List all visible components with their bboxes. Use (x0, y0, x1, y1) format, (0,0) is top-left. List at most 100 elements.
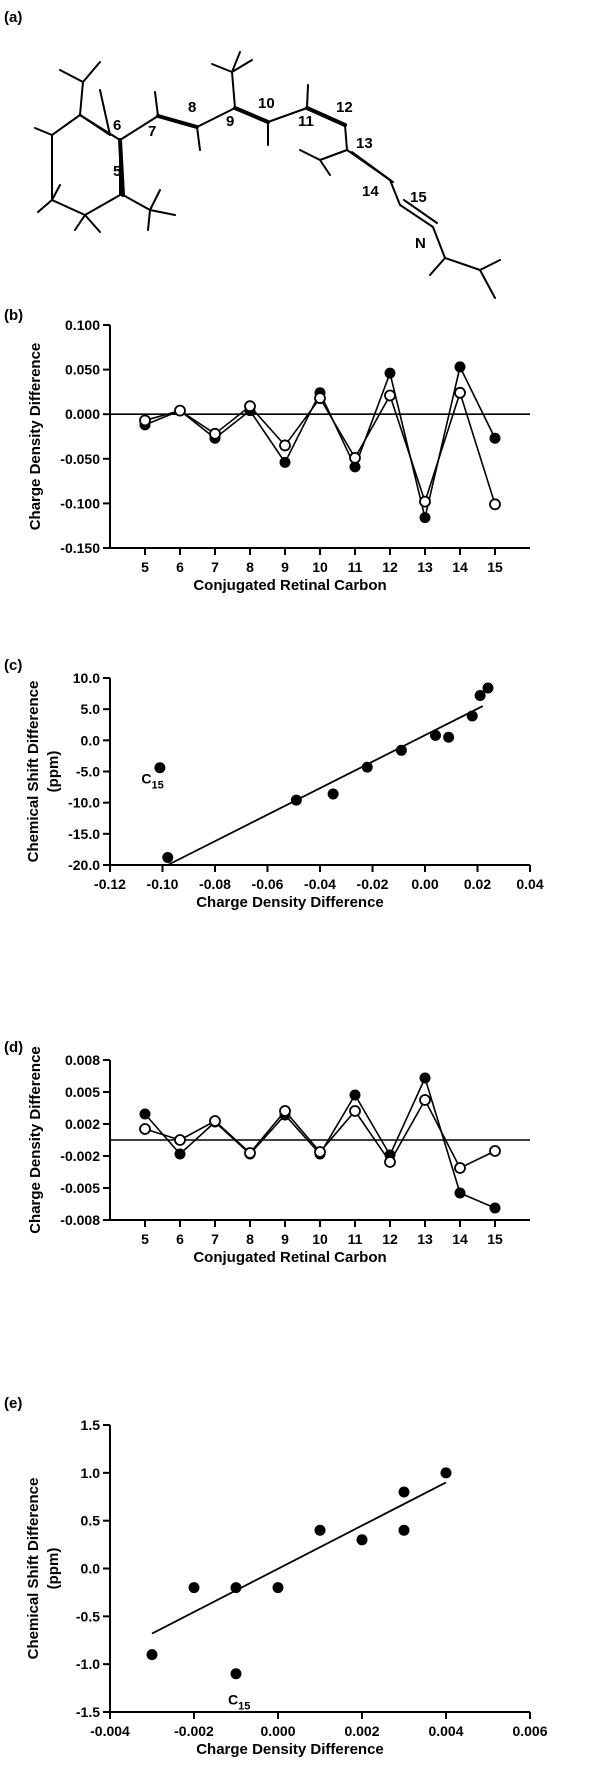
data-point-open (174, 1134, 186, 1146)
x-tick-label: 11 (348, 1231, 363, 1247)
data-point-filled (384, 367, 396, 379)
atom-label: 9 (226, 113, 234, 130)
data-point-open (139, 1123, 151, 1135)
panel-d-chart: (d) 0.008 0.005 0.002 -0.002 -0.005 -0.008 5 6 7 8… (4, 1039, 530, 1266)
x-tick-label: 12 (382, 1231, 398, 1247)
data-point-open (139, 414, 151, 427)
atom-label: 12 (336, 99, 353, 116)
c15-annotation: C15 (228, 1691, 250, 1712)
x-tick-label: -0.12 (94, 876, 126, 892)
data-point-open (349, 452, 361, 464)
data-point (356, 1534, 368, 1546)
data-point-filled (454, 361, 466, 373)
x-tick-label: 10 (312, 559, 328, 575)
data-point (314, 1524, 326, 1536)
y-axis-unit: (ppm) (45, 751, 62, 793)
y-axis-title: Charge Density Difference (27, 1046, 44, 1234)
data-point-open (209, 427, 221, 440)
data-point-open (454, 1162, 466, 1174)
x-axis-title: Charge Density Difference (196, 1741, 384, 1758)
y-axis-title: Charge Density Difference (27, 343, 44, 531)
x-tick-label: 14 (452, 1231, 468, 1247)
x-tick-label: 0.04 (516, 876, 543, 892)
x-tick-label: -0.04 (304, 876, 336, 892)
y-tick-label: 0.0 (81, 1561, 101, 1577)
data-point (443, 731, 455, 743)
x-axis-title: Charge Density Difference (196, 894, 384, 911)
data-point (188, 1582, 200, 1594)
panel-b-chart: (b) 0.100 0.050 0.000 -0.050 -0.100 -0.150 5 6 7 8… (4, 307, 530, 594)
atom-label: 10 (258, 95, 275, 112)
y-tick-label: -0.008 (60, 1212, 100, 1228)
data-point-filled (139, 1108, 151, 1120)
data-point (474, 689, 486, 701)
data-point (430, 729, 441, 741)
x-tick-label: 9 (281, 559, 289, 575)
data-point-open (279, 1105, 291, 1117)
y-tick-label: -1.0 (76, 1656, 100, 1672)
data-point-open (384, 1156, 396, 1168)
c15-annotation-subscript: 15 (152, 779, 164, 791)
y-axis-unit: (ppm) (45, 1548, 62, 1590)
data-point-open (314, 392, 326, 405)
x-tick-label: 6 (176, 1231, 184, 1247)
data-point (466, 710, 478, 722)
y-tick-label: 0.100 (65, 317, 100, 333)
panel-tag: (c) (4, 657, 22, 674)
panel-tag: (d) (4, 1039, 23, 1056)
series-line-open (144, 390, 496, 505)
data-point-open (279, 439, 291, 452)
x-tick-label: 7 (211, 559, 219, 575)
x-tick-label: -0.004 (90, 1723, 130, 1739)
atom-label: 5 (113, 163, 121, 180)
panel-tag: (e) (4, 1395, 22, 1412)
atom-label: 15 (410, 189, 427, 206)
y-tick-label: 1.5 (81, 1417, 101, 1433)
data-point-filled (349, 461, 361, 473)
x-tick-label: -0.002 (174, 1723, 214, 1739)
x-tick-label: 5 (141, 1231, 149, 1247)
x-tick-label: 12 (382, 559, 398, 575)
atom-label: 14 (362, 183, 379, 200)
y-tick-label: 5.0 (81, 701, 101, 717)
y-tick-label: 0.000 (65, 406, 100, 422)
y-tick-label: -0.100 (60, 495, 100, 511)
y-tick-label: -0.050 (60, 451, 100, 467)
x-tick-label: 8 (246, 1231, 254, 1247)
x-tick-label: 0.004 (428, 1723, 463, 1739)
data-point-open (384, 389, 396, 402)
panel-c-chart: (c) 10.0 5.0 0.0 -5.0 -10.0 -15.0 -20.0 -0.12 -0.… (4, 657, 544, 911)
x-tick-label: 9 (281, 1231, 289, 1247)
data-point-open (349, 1105, 361, 1117)
y-tick-label: -1.5 (76, 1704, 100, 1720)
atom-labels: 5 6 7 8 9 10 11 12 13 14 15 N (113, 95, 427, 252)
data-point (290, 794, 302, 806)
y-tick-label: -5.0 (76, 764, 100, 780)
atom-label: 11 (298, 113, 314, 130)
data-point (482, 682, 494, 694)
data-point (230, 1582, 242, 1594)
data-point-open (419, 1094, 431, 1106)
x-tick-label: 8 (246, 559, 254, 575)
series-line-filled (144, 1075, 496, 1209)
panel-a-tag: (a) (4, 9, 22, 26)
atom-label: 8 (188, 99, 196, 116)
data-point (162, 852, 174, 864)
data-point (272, 1582, 284, 1594)
y-tick-label: 0.0 (81, 732, 101, 748)
data-point-open (209, 1115, 221, 1127)
fit-line (151, 1481, 447, 1635)
panel-e-chart: (e) 1.5 1.0 0.5 0.0 -0.5 -1.0 -1.5 -0.004 -0.002 0… (4, 1395, 548, 1758)
y-tick-label: -15.0 (68, 826, 100, 842)
x-tick-label: 7 (211, 1231, 219, 1247)
data-point (327, 788, 339, 800)
y-tick-label: 0.002 (65, 1116, 100, 1132)
data-point-filled (489, 432, 501, 444)
data-point-open (419, 495, 431, 508)
data-point (398, 1524, 410, 1536)
c15-annotation: C15 (141, 770, 163, 791)
data-point (395, 744, 407, 756)
c15-annotation-subscript: 15 (238, 1700, 250, 1712)
panel-a-structure: (a) 5 (4, 9, 501, 299)
y-axis-title: Chemical Shift Difference (25, 681, 42, 863)
